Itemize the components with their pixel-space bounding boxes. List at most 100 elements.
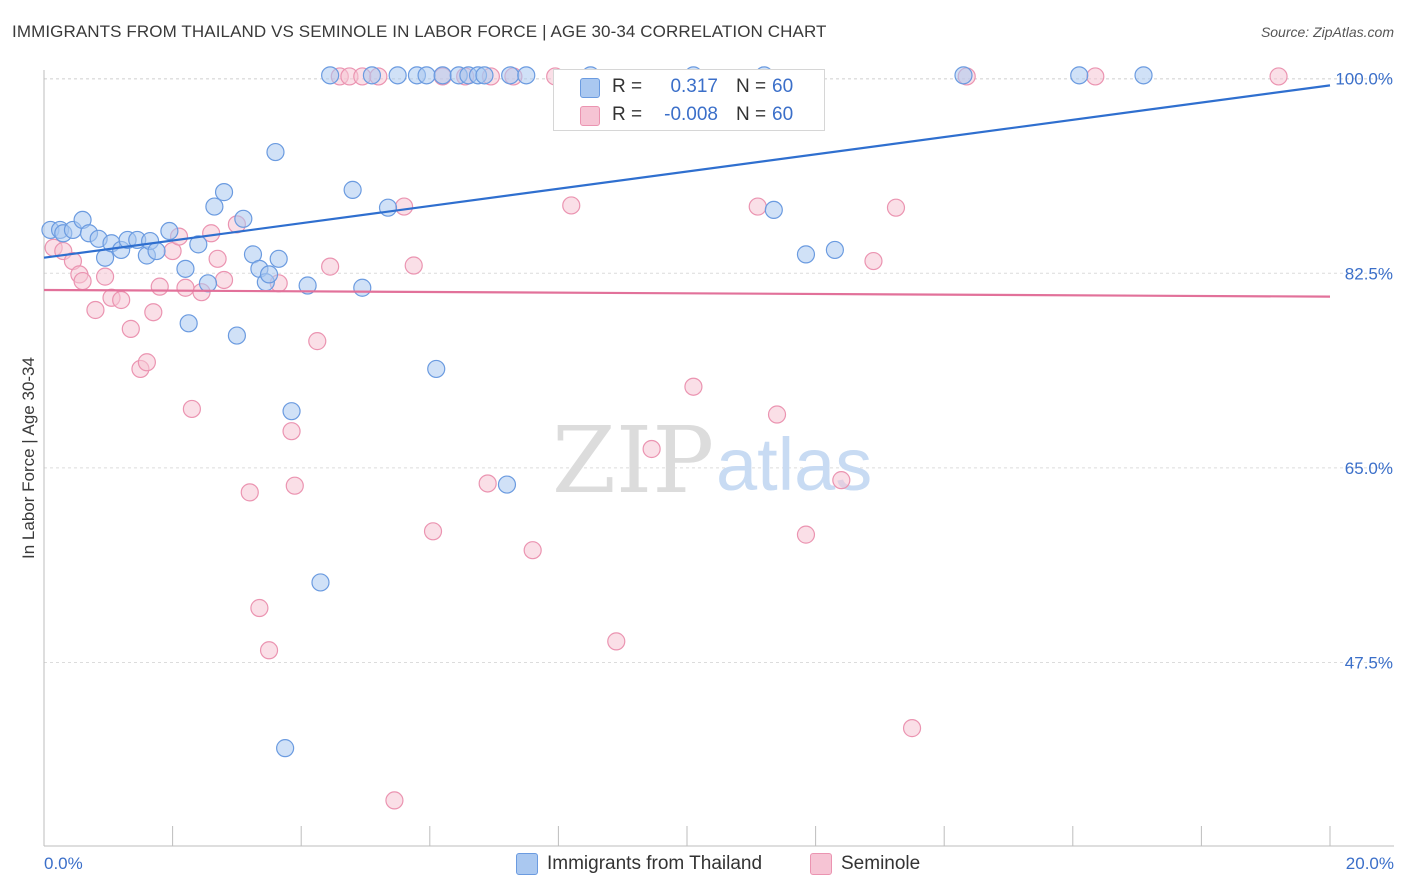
seminole-point bbox=[95, 267, 115, 286]
correlation-legend: R = 0.317 N = 60 R = -0.008 N = 60 bbox=[553, 69, 825, 131]
seminole-point bbox=[394, 197, 414, 216]
thailand-point bbox=[259, 265, 279, 284]
seminole-point bbox=[404, 256, 423, 275]
watermark-zip: ZIP bbox=[552, 407, 714, 514]
seminole-point bbox=[385, 791, 404, 810]
seminole-point bbox=[137, 353, 156, 372]
thailand-point bbox=[1070, 66, 1089, 85]
seminole-point bbox=[208, 249, 227, 268]
y-tick-label: 65.0% bbox=[1345, 459, 1393, 478]
seminole-point bbox=[321, 257, 340, 276]
seminole-point bbox=[832, 471, 851, 490]
seminole-point bbox=[308, 332, 327, 351]
x-tick-label-min: 0.0% bbox=[44, 854, 83, 873]
thailand-point bbox=[298, 276, 317, 295]
thailand-point bbox=[378, 198, 398, 217]
legend-row-thailand: R = 0.317 N = 60 bbox=[554, 73, 824, 101]
seminole-point bbox=[259, 641, 279, 660]
thailand-point bbox=[266, 142, 285, 162]
seminole-point bbox=[864, 251, 883, 271]
axes bbox=[43, 70, 1394, 847]
seminole-point bbox=[478, 474, 497, 493]
thailand-trend-line bbox=[43, 84, 1331, 259]
thailand-point bbox=[1134, 66, 1153, 85]
series-legend: Immigrants from Thailand Seminole bbox=[0, 851, 1406, 879]
thailand-point bbox=[517, 66, 536, 85]
seminole-point bbox=[1086, 67, 1105, 86]
legend-n-label: N = bbox=[736, 76, 767, 97]
seminole-point bbox=[176, 278, 195, 297]
x-tick-marks bbox=[43, 826, 1331, 846]
seminole-point bbox=[282, 422, 301, 441]
thailand-point bbox=[796, 245, 816, 264]
thailand-point bbox=[362, 66, 382, 85]
y-tick-label: 82.5% bbox=[1345, 264, 1393, 283]
x-tick-labels: 0.0% 20.0% bbox=[44, 854, 1394, 873]
thailand-point bbox=[189, 235, 208, 254]
seminole-point bbox=[767, 405, 787, 424]
thailand-point bbox=[198, 274, 218, 293]
seminole-point bbox=[182, 399, 201, 419]
legend-row-seminole: R = -0.008 N = 60 bbox=[554, 101, 824, 129]
seminole-point bbox=[886, 198, 906, 217]
legend-n-label: N = bbox=[736, 104, 767, 125]
seminole-point bbox=[250, 598, 269, 618]
seminole-point bbox=[144, 303, 163, 322]
seminole-point bbox=[121, 319, 140, 338]
thailand-point bbox=[269, 249, 288, 268]
seminole-point bbox=[150, 277, 169, 296]
seminole-point bbox=[86, 300, 105, 320]
thailand-point bbox=[497, 475, 517, 494]
thailand-point bbox=[321, 66, 340, 85]
legend-swatch-thailand bbox=[516, 853, 538, 875]
thailand-point bbox=[417, 66, 436, 85]
seminole-point bbox=[902, 719, 922, 738]
seminole-point bbox=[240, 483, 259, 502]
thailand-point bbox=[954, 66, 973, 85]
seminole-point bbox=[73, 271, 92, 291]
legend-label-thailand: Immigrants from Thailand bbox=[547, 853, 763, 874]
legend-r-label: R = bbox=[612, 104, 643, 125]
trend-lines bbox=[43, 84, 1331, 298]
legend-r-value: 0.317 bbox=[670, 76, 718, 97]
thailand-point bbox=[433, 66, 452, 85]
source-credit: Source: ZipAtlas.com bbox=[1260, 24, 1394, 40]
seminole-point bbox=[748, 197, 767, 216]
seminole-point bbox=[423, 522, 443, 541]
legend-r-label: R = bbox=[612, 76, 643, 97]
thailand-point bbox=[214, 183, 234, 202]
thailand-point bbox=[353, 278, 372, 297]
x-tick-label-max: 20.0% bbox=[1346, 854, 1394, 873]
y-axis-label: In Labor Force | Age 30-34 bbox=[19, 357, 38, 559]
thailand-point bbox=[176, 259, 195, 278]
legend-swatch-seminole bbox=[810, 853, 832, 875]
thailand-point bbox=[427, 359, 446, 379]
legend-swatch-seminole bbox=[580, 106, 600, 126]
seminole-point bbox=[684, 377, 703, 396]
seminole-point bbox=[112, 290, 131, 310]
legend-swatch-thailand bbox=[580, 78, 600, 98]
thailand-point bbox=[475, 66, 494, 85]
legend-label-seminole: Seminole bbox=[841, 853, 921, 874]
thailand-point bbox=[311, 573, 330, 592]
seminole-point bbox=[642, 439, 661, 459]
legend-n-value: 60 bbox=[772, 76, 794, 97]
thailand-point bbox=[501, 66, 520, 85]
thailand-point bbox=[282, 402, 301, 421]
thailand-point bbox=[147, 241, 166, 261]
legend-r-value: -0.008 bbox=[664, 104, 718, 125]
seminole-point bbox=[285, 476, 304, 495]
legend-n-value: 60 bbox=[772, 104, 794, 125]
watermark-atlas: atlas bbox=[716, 423, 872, 506]
thailand-point bbox=[179, 314, 198, 333]
thailand-point bbox=[227, 326, 246, 345]
thailand-point bbox=[764, 200, 783, 220]
watermark: ZIP atlas bbox=[552, 407, 872, 514]
seminole-trend-line bbox=[43, 288, 1331, 298]
thailand-point bbox=[388, 66, 407, 85]
seminole-point bbox=[214, 270, 234, 290]
seminole-point bbox=[1269, 67, 1288, 86]
thailand-point bbox=[276, 739, 295, 758]
seminole-point bbox=[607, 632, 626, 651]
